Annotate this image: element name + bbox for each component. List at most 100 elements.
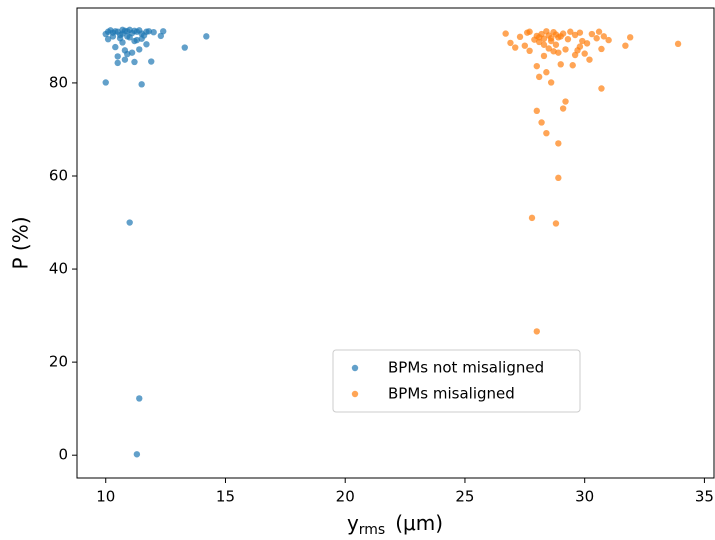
x-tick-label: 25: [455, 488, 474, 506]
point: [138, 81, 145, 88]
point: [526, 28, 533, 35]
x-label-main: y: [347, 511, 359, 535]
point: [512, 44, 519, 51]
point: [121, 56, 129, 63]
point: [131, 27, 138, 35]
point: [555, 174, 562, 182]
point: [555, 140, 562, 147]
point: [203, 33, 210, 40]
x-tick-label: 15: [216, 488, 235, 506]
point: [598, 85, 605, 92]
legend-label: BPMs not misaligned: [388, 359, 544, 377]
point: [136, 27, 143, 34]
point: [571, 31, 579, 39]
point: [567, 28, 574, 35]
x-axis-label: yrms (μm): [347, 511, 443, 539]
point: [622, 42, 629, 49]
point: [552, 31, 560, 38]
point: [569, 62, 576, 69]
legend-label: BPMs misaligned: [388, 385, 515, 403]
point: [574, 47, 581, 54]
point: [559, 105, 567, 112]
point: [586, 56, 593, 63]
y-tick-label: 20: [49, 353, 68, 371]
point: [576, 29, 584, 36]
point: [552, 220, 560, 227]
point: [550, 48, 557, 55]
point: [114, 59, 121, 67]
point: [128, 49, 136, 56]
point: [588, 30, 596, 38]
point: [533, 107, 540, 115]
point: [104, 35, 112, 43]
point: [538, 119, 545, 126]
point: [564, 35, 572, 43]
y-tick-label: 40: [49, 260, 68, 278]
point: [109, 33, 117, 40]
point: [579, 37, 586, 45]
point: [526, 47, 533, 55]
point: [521, 42, 529, 49]
point: [598, 45, 605, 53]
point: [516, 33, 524, 41]
y-tick-label: 0: [58, 446, 68, 464]
point: [533, 62, 540, 70]
point: [540, 52, 548, 60]
x-tick-label: 35: [695, 488, 714, 506]
point: [143, 41, 150, 48]
point: [140, 32, 148, 39]
x-tick-label: 10: [96, 488, 115, 506]
point: [547, 35, 555, 42]
point: [133, 36, 141, 44]
point: [583, 40, 591, 47]
point: [557, 33, 564, 40]
point: [131, 58, 138, 66]
point: [533, 328, 540, 335]
point: [145, 28, 153, 35]
point: [535, 34, 543, 41]
point: [112, 43, 119, 51]
point: [535, 73, 543, 81]
point: [626, 34, 634, 41]
point: [104, 28, 112, 35]
point: [552, 41, 560, 48]
point: [540, 41, 548, 48]
point: [674, 40, 682, 48]
x-label-sub: rms: [359, 522, 385, 538]
point: [543, 28, 550, 35]
point: [543, 69, 550, 76]
point: [543, 129, 550, 137]
point: [126, 219, 133, 226]
point: [593, 35, 600, 42]
x-tick-label: 30: [575, 488, 594, 506]
point: [112, 28, 119, 35]
point: [502, 30, 509, 37]
point: [114, 53, 121, 60]
point: [600, 33, 608, 40]
x-tick-label: 20: [336, 488, 355, 506]
point: [562, 98, 569, 105]
point: [136, 46, 143, 53]
point: [150, 28, 157, 36]
point: [528, 214, 536, 222]
point: [102, 79, 109, 86]
point: [119, 26, 126, 34]
point: [547, 79, 555, 86]
point: [581, 50, 588, 57]
legend-box: [332, 349, 581, 413]
x-label-unit: (μm): [395, 511, 443, 535]
point: [148, 58, 155, 65]
point: [124, 33, 131, 40]
point: [507, 39, 514, 47]
point: [595, 28, 603, 35]
point: [133, 451, 141, 458]
point: [126, 26, 133, 34]
point: [121, 47, 129, 54]
point: [136, 395, 143, 402]
legend-marker: [351, 364, 359, 372]
legend-marker: [351, 390, 359, 398]
point: [562, 46, 569, 53]
plot-frame: [76, 7, 715, 479]
y-tick-label: 60: [49, 166, 68, 184]
